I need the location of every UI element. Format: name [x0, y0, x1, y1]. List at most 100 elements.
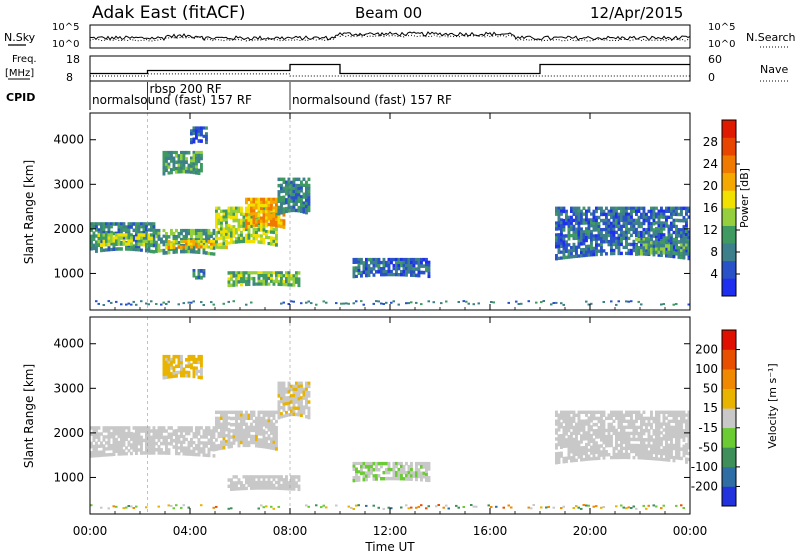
heatmap-cell: [635, 230, 638, 235]
heatmap-cell: [122, 432, 126, 436]
heatmap-cell: [305, 399, 308, 404]
heatmap-cell: [270, 425, 273, 429]
heatmap-cell: [107, 225, 111, 229]
heatmap-cell: [245, 207, 248, 211]
heatmap-cell: [200, 245, 203, 249]
heatmap-cell: [177, 303, 180, 306]
heatmap-cell: [572, 218, 576, 223]
heatmap-cell: [620, 251, 623, 256]
heatmap-cell: [97, 240, 101, 244]
heatmap-cell: [670, 250, 673, 255]
heatmap-cell: [625, 449, 628, 454]
heatmap-cell: [100, 231, 103, 235]
heatmap-cell: [197, 232, 201, 236]
heatmap-cell: [187, 374, 191, 378]
heatmap-cell: [682, 249, 686, 253]
heatmap-cell: [190, 437, 193, 442]
heatmap-cell: [587, 439, 591, 444]
heatmap-cell: [275, 475, 278, 479]
heatmap-cell: [260, 483, 263, 487]
heatmap-cell: [600, 218, 603, 223]
heatmap-cell: [197, 168, 201, 173]
heatmap-cell: [595, 505, 598, 508]
heatmap-cell: [162, 166, 166, 170]
heatmap-cell: [197, 432, 201, 436]
heatmap-cell: [405, 474, 408, 478]
heatmap-cell: [602, 434, 606, 439]
heatmap-cell: [622, 446, 626, 451]
heatmap-cell: [205, 435, 208, 439]
heatmap-cell: [250, 440, 253, 445]
heatmap-cell: [592, 212, 596, 217]
heatmap-cell: [572, 458, 576, 463]
heatmap-cell: [587, 209, 591, 213]
heatmap-cell: [150, 300, 153, 303]
heatmap-cell: [240, 221, 243, 226]
heatmap-cell: [197, 269, 201, 273]
heatmap-cell: [195, 366, 198, 370]
heatmap-cell: [617, 215, 621, 219]
heatmap-cell: [372, 302, 375, 305]
heatmap-cell: [187, 370, 191, 375]
heatmap-cell: [132, 300, 135, 303]
heatmap-cell: [200, 426, 203, 430]
heatmap-cell: [620, 428, 623, 433]
heatmap-cell: [270, 446, 273, 450]
heatmap-cell: [237, 437, 241, 442]
heatmap-cell: [682, 432, 686, 436]
heatmap-cell: [670, 443, 673, 447]
heatmap-cell: [655, 247, 658, 252]
heatmap-cell: [215, 505, 218, 508]
heatmap-cell: [507, 504, 510, 507]
heatmap-cell: [205, 126, 208, 130]
heatmap-cell: [630, 437, 633, 442]
heatmap-cell: [587, 224, 591, 228]
heatmap-cell: [200, 504, 203, 507]
heatmap-cell: [647, 243, 651, 247]
heatmap-cell: [145, 239, 148, 244]
heatmap-cell: [197, 453, 201, 457]
heatmap-cell: [207, 251, 211, 256]
heatmap-cell: [190, 156, 193, 160]
heatmap-cell: [130, 236, 133, 240]
heatmap-cell: [605, 440, 608, 445]
heatmap-cell: [172, 242, 176, 247]
heatmap-cell: [560, 454, 563, 458]
heatmap-cell: [572, 212, 576, 216]
heatmap-cell: [145, 302, 148, 305]
heatmap-cell: [242, 271, 246, 275]
heatmap-cell: [560, 434, 563, 438]
heatmap-cell: [252, 276, 256, 281]
heatmap-cell: [125, 506, 128, 509]
heatmap-cell: [660, 448, 663, 453]
heatmap-cell: [565, 246, 568, 250]
heatmap-cell: [595, 225, 598, 229]
heatmap-cell: [562, 209, 566, 214]
heatmap-cell: [392, 257, 396, 262]
heatmap-cell: [627, 413, 631, 417]
heatmap-cell: [302, 405, 306, 409]
heatmap-cell: [302, 408, 306, 412]
heatmap-cell: [347, 302, 350, 305]
heatmap-cell: [307, 381, 311, 386]
heatmap-cell: [462, 300, 465, 303]
heatmap-cell: [640, 437, 643, 442]
heatmap-cell: [630, 212, 633, 216]
heatmap-cell: [282, 282, 286, 287]
heatmap-cell: [100, 248, 103, 253]
heatmap-cell: [292, 205, 296, 209]
heatmap-cell: [622, 434, 626, 439]
heatmap-cell: [172, 156, 176, 160]
heatmap-cell: [587, 419, 591, 423]
heatmap-cell: [282, 484, 286, 488]
heatmap-cell: [260, 234, 263, 238]
heatmap-cell: [172, 167, 176, 172]
heatmap-cell: [667, 250, 671, 255]
heatmap-cell: [290, 190, 293, 194]
heatmap-cell: [305, 393, 308, 398]
heatmap-cell: [677, 413, 681, 418]
heatmap-cell: [192, 441, 196, 445]
heatmap-cell: [147, 243, 151, 247]
heatmap-cell: [262, 222, 266, 227]
heatmap-cell: [300, 402, 303, 406]
